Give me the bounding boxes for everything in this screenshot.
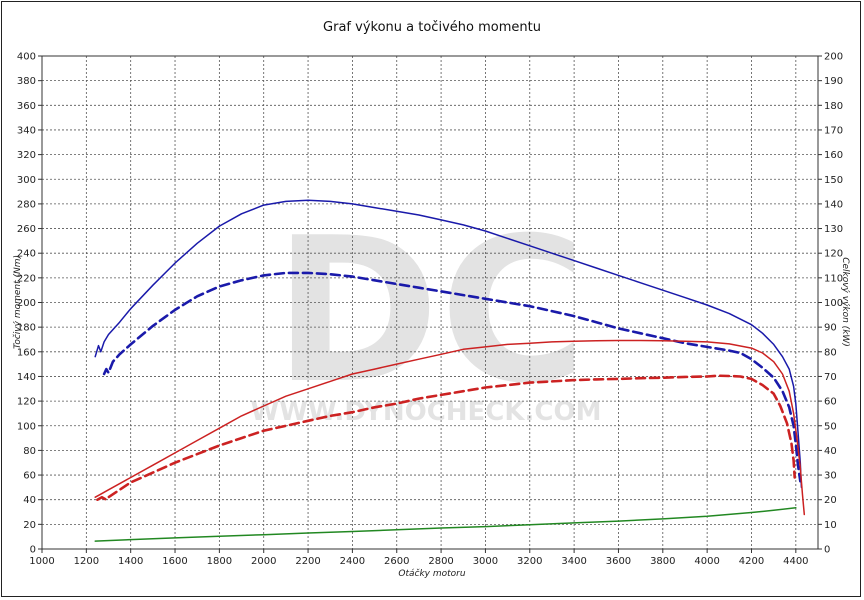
- watermark-url: WWW.DYNOCHECK.COM: [251, 397, 602, 427]
- x-tick-label: 3200: [517, 556, 542, 567]
- y-right-tick-label: 30: [824, 471, 837, 482]
- y-right-tick-label: 100: [824, 298, 843, 309]
- x-tick-label: 3400: [561, 556, 586, 567]
- grid: [41, 55, 818, 550]
- y-left-tick-label: 0: [30, 545, 36, 556]
- y-right-tick-label: 180: [824, 101, 843, 112]
- x-tick-label: 2000: [251, 556, 276, 567]
- y-left-tick-label: 140: [17, 372, 36, 383]
- y-axis-left-label: Točivý moment (Nm): [12, 255, 23, 349]
- y-left-tick-label: 200: [17, 298, 36, 309]
- x-tick-label: 2600: [384, 556, 409, 567]
- y-right-tick-label: 140: [824, 199, 843, 210]
- y-right-tick-label: 190: [824, 76, 843, 87]
- x-tick-label: 4200: [739, 556, 764, 567]
- y-right-tick-label: 90: [824, 323, 837, 334]
- power-tuned-line: [94, 339, 806, 516]
- x-tick-label: 4000: [694, 556, 719, 567]
- y-left-tick-label: 240: [17, 249, 36, 260]
- watermark-logo: DC: [274, 195, 587, 428]
- chart-title: Graf výkonu a točivého momentu: [323, 20, 541, 35]
- x-tick-label: 1000: [29, 556, 54, 567]
- y-left-tick-label: 220: [17, 273, 36, 284]
- y-left-tick-label: 380: [17, 76, 36, 87]
- y-left-tick-label: 100: [17, 421, 36, 432]
- y-right-tick-label: 170: [824, 125, 843, 136]
- y-right-tick-label: 10: [824, 520, 837, 531]
- y-left-tick-label: 280: [17, 199, 36, 210]
- y-right-tick-label: 130: [824, 224, 843, 235]
- y-left-tick-label: 320: [17, 150, 36, 161]
- y-right-tick-label: 80: [824, 347, 837, 358]
- y-left-tick-label: 400: [17, 52, 36, 63]
- series-group: [94, 199, 806, 542]
- y-left-tick-label: 60: [23, 471, 36, 482]
- y-left-tick-label: 260: [17, 224, 36, 235]
- x-tick-label: 1200: [74, 556, 99, 567]
- x-tick-label: 2800: [428, 556, 453, 567]
- x-tick-label: 2400: [340, 556, 365, 567]
- y-left-tick-label: 40: [23, 495, 36, 506]
- y-right-tick-label: 20: [824, 495, 837, 506]
- y-right-tick-label: 110: [824, 273, 843, 284]
- x-tick-label: 1800: [207, 556, 232, 567]
- y-left-tick-label: 360: [17, 101, 36, 112]
- watermark: DC WWW.DYNOCHECK.COM: [251, 195, 602, 428]
- y-left-tick-label: 340: [17, 125, 36, 136]
- y-axis-left-ticks: 0 20 40 60 80 100 120 140 160 180 200 220 240 260 280 3…: [17, 52, 42, 556]
- y-right-tick-label: 40: [824, 446, 837, 457]
- y-right-tick-label: 150: [824, 175, 843, 186]
- power-stock-line: [96, 374, 796, 501]
- x-axis-label: Otáčky motoru: [398, 568, 465, 579]
- x-tick-label: 3800: [650, 556, 675, 567]
- x-axis-ticks: 1000 1200 1400 1600 1800 2000 2200 2400 2600 2800…: [29, 549, 809, 567]
- loss-line: [94, 507, 797, 542]
- y-axis-right-ticks: 0 10 20 30 40 50 60 70 80 90 100 110 120 130 140 150 160…: [818, 52, 843, 556]
- x-tick-label: 1400: [118, 556, 143, 567]
- y-right-tick-label: 60: [824, 397, 837, 408]
- torque-tuned-line: [94, 199, 803, 489]
- y-right-tick-label: 70: [824, 372, 837, 383]
- x-tick-label: 3000: [473, 556, 498, 567]
- y-left-tick-label: 180: [17, 323, 36, 334]
- y-right-tick-label: 0: [824, 545, 830, 556]
- y-right-tick-label: 200: [824, 52, 843, 63]
- torque-stock-line: [102, 271, 802, 483]
- x-tick-label: 2200: [295, 556, 320, 567]
- y-right-tick-label: 50: [824, 421, 837, 432]
- y-right-tick-label: 160: [824, 150, 843, 161]
- x-tick-label: 1600: [162, 556, 187, 567]
- y-left-tick-label: 20: [23, 520, 36, 531]
- y-left-tick-label: 80: [23, 446, 36, 457]
- y-left-tick-label: 160: [17, 347, 36, 358]
- y-right-tick-label: 120: [824, 249, 843, 260]
- y-axis-right-label: Celkový výkon (kW): [840, 257, 850, 347]
- y-left-tick-label: 300: [17, 175, 36, 186]
- x-tick-label: 4400: [783, 556, 808, 567]
- y-left-tick-label: 120: [17, 397, 36, 408]
- x-tick-label: 3600: [606, 556, 631, 567]
